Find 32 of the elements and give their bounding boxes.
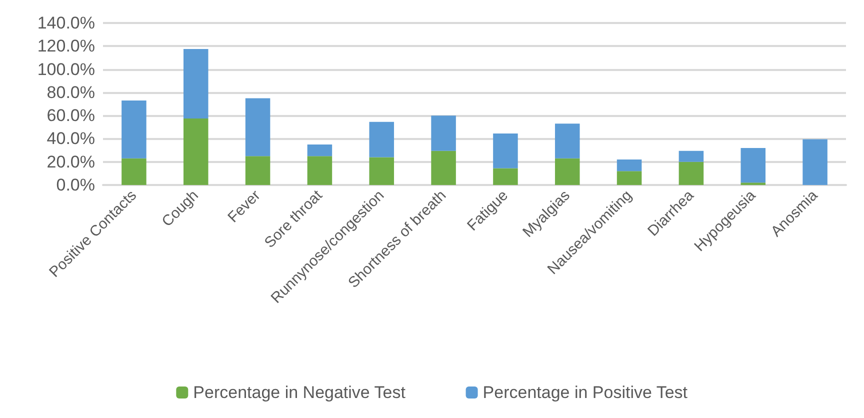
bar xyxy=(431,150,456,185)
bar xyxy=(493,134,518,168)
y-tick-label: 40.0% xyxy=(46,129,95,148)
bar xyxy=(431,116,456,151)
bar xyxy=(616,171,642,185)
legend-label: Percentage in Positive Test xyxy=(482,383,688,402)
y-tick-label: 0.0% xyxy=(56,176,95,194)
bar xyxy=(802,139,828,185)
bar xyxy=(678,162,704,185)
bar xyxy=(369,157,394,185)
bar xyxy=(122,158,146,185)
bar xyxy=(183,49,208,118)
y-tick-label: 60.0% xyxy=(46,106,95,126)
bar xyxy=(122,100,146,158)
bar xyxy=(616,160,642,172)
bar xyxy=(554,124,580,158)
bar xyxy=(678,150,704,162)
bar xyxy=(307,156,332,185)
y-tick-label: 20.0% xyxy=(46,152,95,172)
bar xyxy=(369,122,394,158)
bar xyxy=(245,98,270,156)
bar xyxy=(554,158,580,185)
y-tick-label: 80.0% xyxy=(46,82,95,102)
legend-label: Percentage in Negative Test xyxy=(193,383,406,402)
bar xyxy=(183,118,208,185)
y-tick-label: 120.0% xyxy=(37,36,95,56)
bar xyxy=(493,168,518,185)
y-tick-label: 100.0% xyxy=(37,60,95,79)
bar xyxy=(740,148,766,183)
y-tick-label: 140.0% xyxy=(37,14,95,32)
bar xyxy=(307,144,332,156)
bar xyxy=(245,156,270,185)
